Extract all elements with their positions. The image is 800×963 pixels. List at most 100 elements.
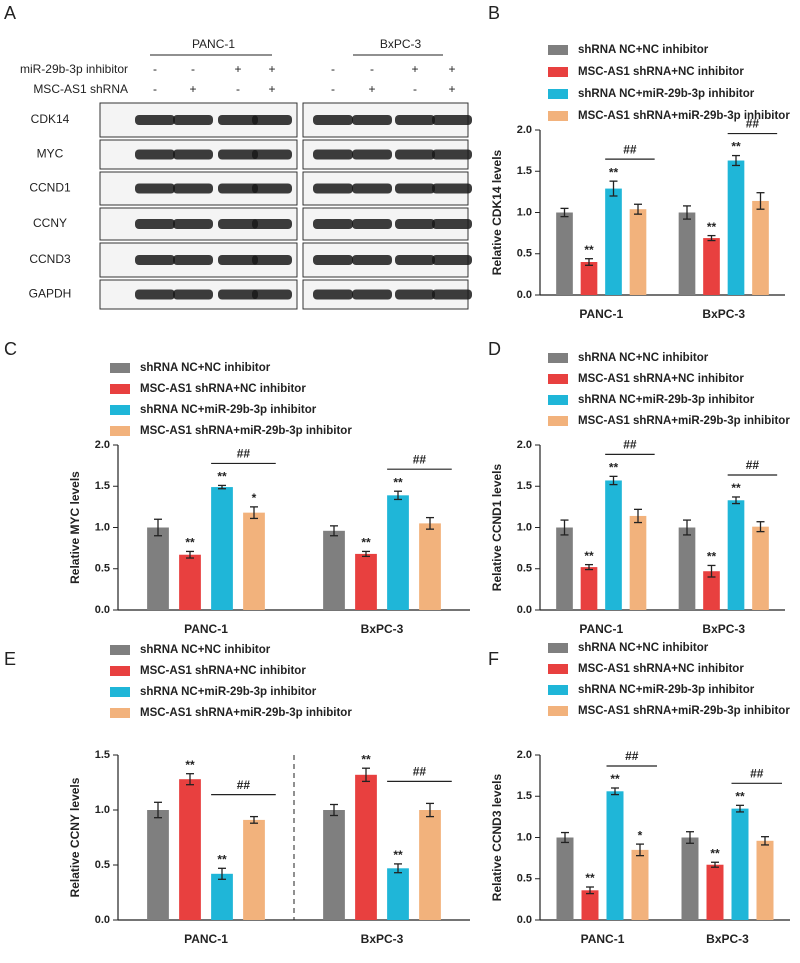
- x-tick-label: BxPC-3: [361, 622, 404, 636]
- bracket-label: ##: [746, 458, 760, 472]
- error-bar: [707, 564, 716, 578]
- significance: **: [735, 789, 745, 803]
- error-bar: [330, 525, 338, 537]
- blot-band: [173, 115, 213, 125]
- legend-label: shRNA NC+NC inhibitor: [578, 352, 709, 364]
- legend-swatch: [110, 708, 130, 718]
- blot-band: [218, 183, 258, 194]
- bracket-label: ##: [413, 765, 427, 779]
- blot-band: [252, 289, 292, 300]
- blot-band: [432, 219, 472, 229]
- significance: **: [217, 470, 227, 484]
- bar: [243, 512, 265, 610]
- error-bar: [636, 843, 644, 857]
- error-bar: [186, 773, 194, 786]
- y-tick-label: 1.0: [95, 521, 110, 533]
- bar: [419, 523, 441, 610]
- legend-swatch: [110, 645, 130, 655]
- blot-band: [395, 255, 435, 265]
- error-bar: [761, 836, 769, 846]
- bar: [355, 553, 377, 610]
- legend-label: shRNA NC+miR-29b-3p inhibitor: [140, 686, 317, 698]
- condition-sign: -: [153, 62, 157, 76]
- legend-label: shRNA NC+miR-29b-3p inhibitor: [140, 404, 317, 416]
- y-tick-label: 0.0: [517, 604, 532, 616]
- bar: [606, 791, 624, 920]
- legend-label: MSC-AS1 shRNA+miR-29b-3p inhibitor: [578, 110, 790, 122]
- x-tick-label: BxPC-3: [361, 932, 404, 946]
- legend-label: MSC-AS1 shRNA+miR-29b-3p inhibitor: [140, 707, 352, 719]
- bracket-label: ##: [746, 117, 760, 131]
- bar: [752, 526, 769, 610]
- blot-band: [395, 289, 435, 300]
- bar: [387, 868, 409, 920]
- blot-band: [313, 219, 353, 229]
- legend-swatch: [548, 664, 568, 674]
- y-tick-label: 1.5: [517, 165, 532, 177]
- error-bar: [585, 258, 593, 266]
- bracket-label: ##: [413, 452, 427, 466]
- blot-band: [432, 149, 472, 160]
- error-bar: [707, 234, 716, 242]
- x-tick-label: BxPC-3: [706, 932, 749, 946]
- error-bar: [609, 475, 618, 486]
- y-tick-label: 1.5: [95, 480, 110, 492]
- legend-label: MSC-AS1 shRNA+miR-29b-3p inhibitor: [140, 425, 352, 437]
- significance: *: [638, 828, 643, 842]
- legend-label: MSC-AS1 shRNA+NC inhibitor: [140, 383, 306, 395]
- error-bar: [756, 521, 765, 533]
- error-bar: [218, 867, 226, 880]
- significance: **: [585, 871, 595, 885]
- y-axis-label: Relative CCND1 levels: [490, 463, 504, 591]
- blot-band: [173, 149, 213, 160]
- condition-sign: +: [268, 82, 275, 96]
- x-tick-label: PANC-1: [184, 622, 228, 636]
- blot-band: [173, 183, 213, 194]
- bar: [731, 808, 749, 920]
- error-bar: [218, 484, 226, 490]
- error-bar: [634, 508, 642, 524]
- condition-sign: -: [413, 82, 417, 96]
- condition-sign: +: [234, 62, 241, 76]
- y-tick-label: 1.0: [517, 831, 532, 843]
- significance: **: [610, 772, 620, 786]
- bar: [323, 810, 345, 920]
- y-tick-label: 0.0: [95, 914, 110, 926]
- protein-label: CCNY: [33, 216, 67, 230]
- bar: [580, 567, 598, 610]
- bar: [681, 837, 699, 920]
- x-tick-label: BxPC-3: [702, 622, 745, 636]
- bar: [605, 480, 622, 610]
- y-axis-label: Relative MYC levels: [68, 471, 82, 584]
- legend-label: shRNA NC+NC inhibitor: [140, 644, 271, 656]
- significance: **: [584, 549, 594, 563]
- y-tick-label: 2.0: [517, 749, 532, 761]
- blot-band: [395, 219, 435, 229]
- legend-label: shRNA NC+NC inhibitor: [140, 362, 271, 374]
- legend-swatch: [548, 643, 568, 653]
- blot-band: [313, 149, 353, 160]
- legend-swatch: [548, 67, 568, 77]
- bar: [243, 819, 265, 920]
- legend-swatch: [110, 405, 130, 415]
- condition-sign: +: [448, 62, 455, 76]
- error-bar: [609, 180, 618, 197]
- condition-sign: -: [331, 62, 335, 76]
- blot-band: [252, 255, 292, 265]
- bar: [605, 188, 622, 295]
- blot-band: [135, 183, 175, 194]
- bar: [629, 209, 647, 295]
- legend-label: MSC-AS1 shRNA+NC inhibitor: [140, 665, 306, 677]
- bracket-label: ##: [750, 766, 764, 780]
- panel-label: C: [4, 339, 17, 359]
- legend-swatch: [548, 374, 568, 384]
- bar: [703, 238, 720, 295]
- bar: [752, 200, 769, 295]
- blot-band: [218, 219, 258, 229]
- legend-label: MSC-AS1 shRNA+NC inhibitor: [578, 66, 744, 78]
- y-tick-label: 1.0: [95, 804, 110, 816]
- condition-sign: +: [268, 62, 275, 76]
- error-bar: [732, 154, 740, 167]
- bar: [703, 571, 720, 610]
- error-bar: [560, 207, 569, 218]
